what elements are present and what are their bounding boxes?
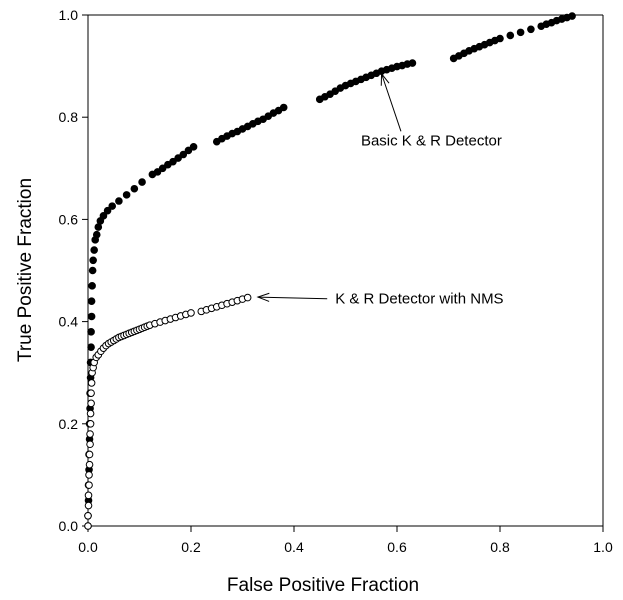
annotation-arrow-shaft [257,296,328,300]
open-data-point [87,379,96,387]
filled-data-point [130,184,139,193]
series-2 [84,293,252,530]
plot-frame [87,14,604,527]
open-data-point [85,481,93,489]
filled-data-point [158,164,167,173]
filled-data-point [108,202,117,210]
filled-data-point [87,328,95,336]
open-data-point [86,409,95,418]
open-data-point [85,471,93,479]
x-tick-label: 0.2 [181,539,201,555]
filled-data-point [189,143,198,151]
filled-data-point [184,146,193,155]
filled-data-point [496,34,504,43]
annotation-arrow-head [380,72,390,86]
filled-data-point [122,191,131,199]
annotation-arrow-head [256,292,270,302]
filled-data-point [516,28,525,37]
x-axis-title: False Positive Fraction [227,575,419,596]
annotation-label: K & R Detector with NMS [335,291,503,308]
filled-data-point [94,223,103,231]
y-tick-label: 1.0 [59,7,79,23]
y-tick-label: 0.8 [59,109,79,125]
x-tick-label: 1.0 [593,539,613,555]
open-data-point [84,491,93,500]
x-tick-label: 0.6 [387,539,407,555]
filled-data-point [174,154,182,162]
filled-data-point [169,157,177,166]
open-data-point [243,293,252,302]
open-data-point [85,460,94,469]
filled-data-point [90,246,98,254]
filled-data-point [568,12,576,20]
series-layer [84,12,576,530]
filled-data-point [88,282,96,290]
filled-data-point [279,103,288,112]
annotation-layer: Basic K & R Detector K & R Detector with … [256,72,504,308]
y-tick-label: 0.2 [59,416,79,432]
open-data-point [87,389,95,397]
filled-data-point [99,212,108,220]
y-tick-label: 0.4 [59,314,79,330]
open-data-point [86,420,95,428]
open-data-point [84,501,93,510]
filled-data-point [89,256,97,265]
y-axis-ticks: 0.0 0.2 0.4 0.6 0.8 1.0 [59,7,88,534]
filled-data-point [408,59,417,67]
open-data-point [87,399,95,408]
x-axis-ticks: 0.0 0.2 0.4 0.6 0.8 1.0 [78,526,613,555]
y-tick-label: 0.6 [59,211,79,227]
y-tick-label: 0.0 [59,518,79,534]
filled-data-point [87,312,96,321]
filled-data-point [527,25,535,34]
filled-data-point [88,266,97,275]
open-data-point [86,440,94,449]
filled-data-point [115,197,123,205]
annotation-arrow-shaft [381,73,402,132]
filled-data-point [179,150,188,159]
x-tick-label: 0.4 [284,539,304,555]
open-data-point [84,522,92,530]
series-1 [84,12,576,530]
filled-data-point [506,31,515,40]
annotation-2: K & R Detector with NMS [256,291,504,308]
annotation-1: Basic K & R Detector [361,72,502,149]
open-data-point [84,511,92,520]
x-tick-label: 0.0 [78,539,98,555]
filled-data-point [103,206,112,215]
x-tick-label: 0.8 [490,539,510,555]
filled-data-point [87,343,95,351]
annotation-label: Basic K & R Detector [361,132,502,149]
y-axis-title: True Positive Fraction [15,178,36,362]
filled-data-point [92,230,101,239]
filled-data-point [87,297,96,305]
open-data-point [187,309,195,317]
filled-data-point [153,168,162,176]
filled-data-point [138,178,146,186]
open-data-point [85,450,94,459]
open-data-point [86,430,94,438]
